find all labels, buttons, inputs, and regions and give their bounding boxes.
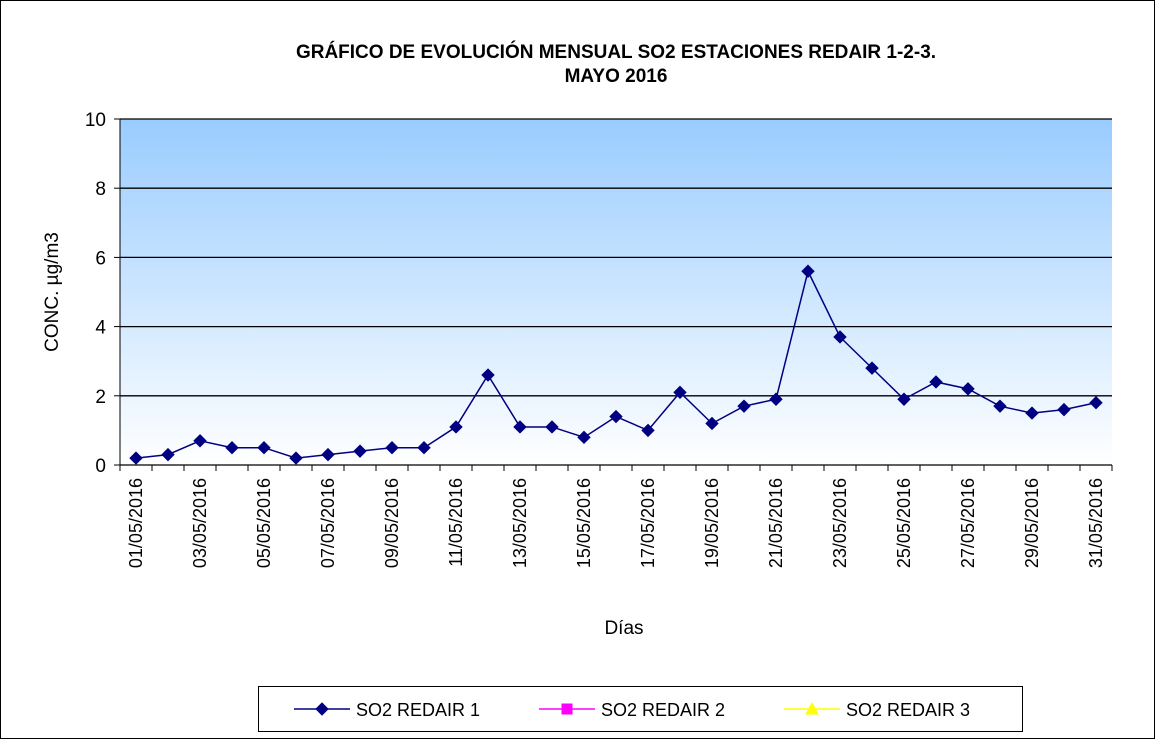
plot-area — [120, 119, 1112, 465]
marker — [129, 451, 143, 465]
marker — [481, 368, 495, 382]
x-tick-label: 01/05/2016 — [126, 478, 146, 568]
marker — [865, 361, 879, 375]
y-axis-label: CONC. µg/m3 — [42, 232, 63, 352]
marker — [545, 420, 559, 434]
marker — [769, 392, 783, 406]
marker — [673, 385, 687, 400]
x-tick-label: 29/05/2016 — [1022, 478, 1042, 568]
marker — [993, 399, 1007, 413]
y-tick-label: 0 — [95, 456, 106, 477]
y-tick-label: 2 — [95, 387, 106, 408]
x-tick-label: 31/05/2016 — [1086, 478, 1106, 568]
x-tick-label: 15/05/2016 — [574, 478, 594, 568]
x-tick-label: 07/05/2016 — [318, 478, 338, 568]
legend-label: SO2 REDAIR 2 — [601, 700, 725, 720]
marker — [1089, 396, 1103, 410]
marker — [225, 440, 239, 455]
marker — [833, 330, 847, 344]
legend-label: SO2 REDAIR 1 — [356, 700, 480, 720]
marker — [353, 444, 367, 458]
marker — [609, 409, 623, 424]
x-tick-label: 19/05/2016 — [702, 478, 722, 568]
marker — [257, 440, 271, 455]
y-tick-label: 10 — [85, 110, 106, 131]
marker — [1025, 406, 1039, 420]
legend-label: SO2 REDAIR 3 — [846, 700, 970, 720]
marker — [897, 392, 911, 406]
marker — [641, 423, 655, 438]
marker — [801, 264, 815, 278]
x-tick-label: 11/05/2016 — [446, 478, 466, 567]
legend-marker — [315, 702, 329, 716]
marker — [961, 382, 975, 396]
x-tick-label: 05/05/2016 — [254, 478, 274, 568]
marker — [513, 420, 527, 434]
legend-marker — [561, 703, 573, 715]
marker — [737, 399, 751, 413]
marker — [705, 416, 719, 431]
marker — [193, 434, 207, 448]
x-tick-label: 23/05/2016 — [830, 478, 850, 568]
marker — [289, 451, 303, 465]
marker — [161, 447, 175, 462]
x-tick-label: 17/05/2016 — [638, 478, 658, 568]
x-tick-label: 21/05/2016 — [766, 478, 786, 568]
y-tick-label: 4 — [95, 318, 106, 339]
marker — [321, 447, 335, 462]
chart-title: GRÁFICO DE EVOLUCIÓN MENSUAL SO2 ESTACIO… — [296, 41, 936, 63]
legend — [258, 686, 1023, 732]
chart-title: MAYO 2016 — [565, 66, 668, 87]
x-tick-label: 27/05/2016 — [958, 478, 978, 568]
marker — [385, 440, 399, 455]
y-tick-label: 6 — [95, 248, 106, 269]
legend-marker — [805, 701, 819, 715]
marker — [929, 375, 943, 389]
x-tick-label: 25/05/2016 — [894, 478, 914, 568]
x-tick-label: 13/05/2016 — [510, 478, 530, 568]
y-tick-label: 8 — [95, 179, 106, 200]
marker — [449, 420, 463, 434]
x-tick-label: 09/05/2016 — [382, 478, 402, 568]
x-tick-label: 03/05/2016 — [190, 478, 210, 568]
marker — [577, 430, 591, 445]
marker — [417, 440, 431, 455]
marker — [1057, 402, 1071, 417]
x-axis-label: Días — [604, 618, 643, 639]
